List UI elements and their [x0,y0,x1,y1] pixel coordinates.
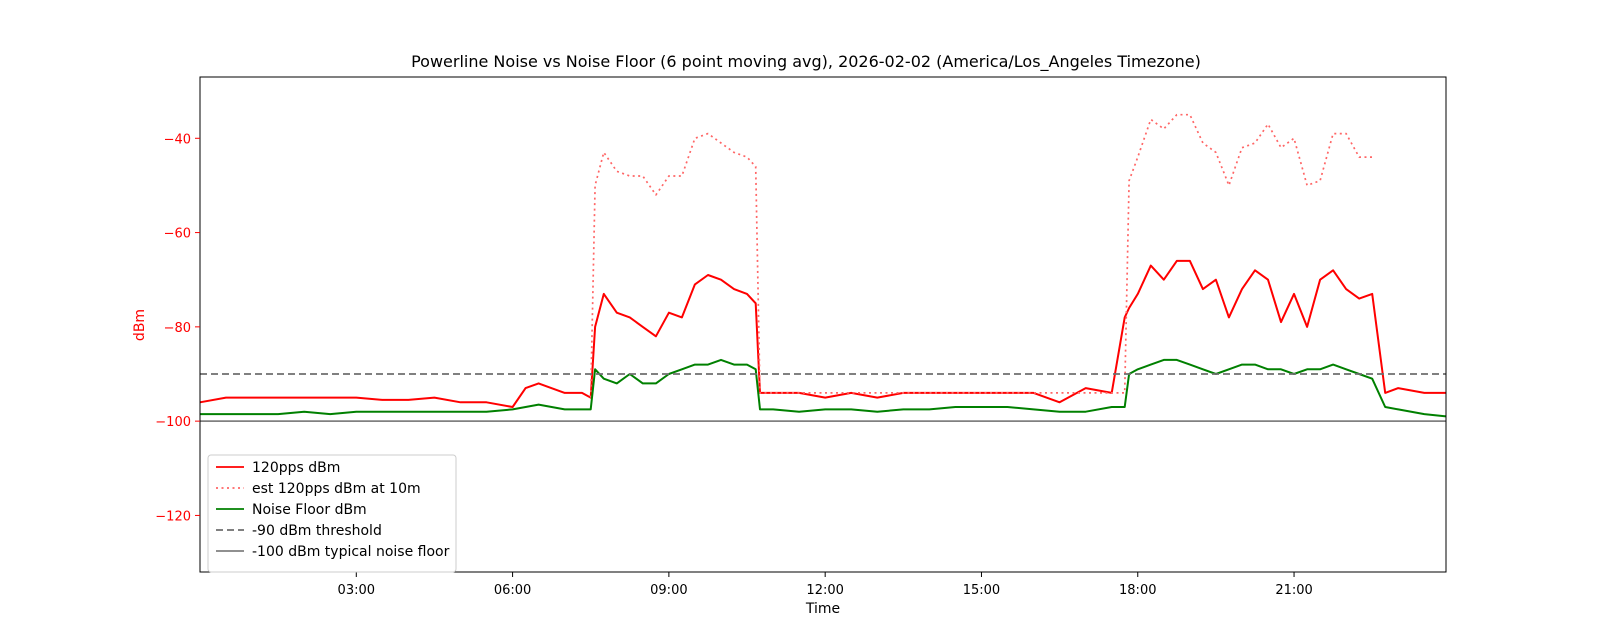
y-tick-label: −100 [155,415,191,430]
x-tick-label: 06:00 [494,583,531,598]
x-tick-label: 09:00 [650,583,687,598]
legend-label: -90 dBm threshold [252,523,382,539]
legend-box [207,454,457,573]
x-axis-label: Time [805,601,840,617]
x-tick-label: 03:00 [338,583,375,598]
series-line-3 [200,358,1447,418]
y-axis: −40 −60 −80 −100 −120 [155,132,200,524]
y-tick-label: −60 [164,227,191,242]
y-axis-label: dBm [132,309,148,341]
y-tick-label: −40 [164,132,191,147]
legend: 120pps dBm est 120pps dBm at 10m Noise Flo… [207,454,457,573]
x-tick-label: 18:00 [1119,583,1156,598]
chart-title: Powerline Noise vs Noise Floor (6 point … [411,52,1201,72]
legend-label: Noise Floor dBm [252,502,367,518]
series-line-2 [589,113,1373,398]
x-axis: 03:00 06:00 09:00 12:00 15:00 18:00 21:00 [338,572,1313,598]
series-layer [199,113,1447,422]
legend-label: 120pps dBm [252,460,340,476]
x-tick-label: 21:00 [1275,583,1312,598]
series-line-1 [199,259,1446,408]
y-tick-label: −120 [155,509,191,524]
x-tick-label: 12:00 [806,583,843,598]
y-tick-label: −80 [164,321,191,336]
legend-label: -100 dBm typical noise floor [252,544,450,560]
plot-area-frame [199,76,1447,573]
legend-label: est 120pps dBm at 10m [252,481,421,497]
x-tick-label: 15:00 [963,583,1000,598]
